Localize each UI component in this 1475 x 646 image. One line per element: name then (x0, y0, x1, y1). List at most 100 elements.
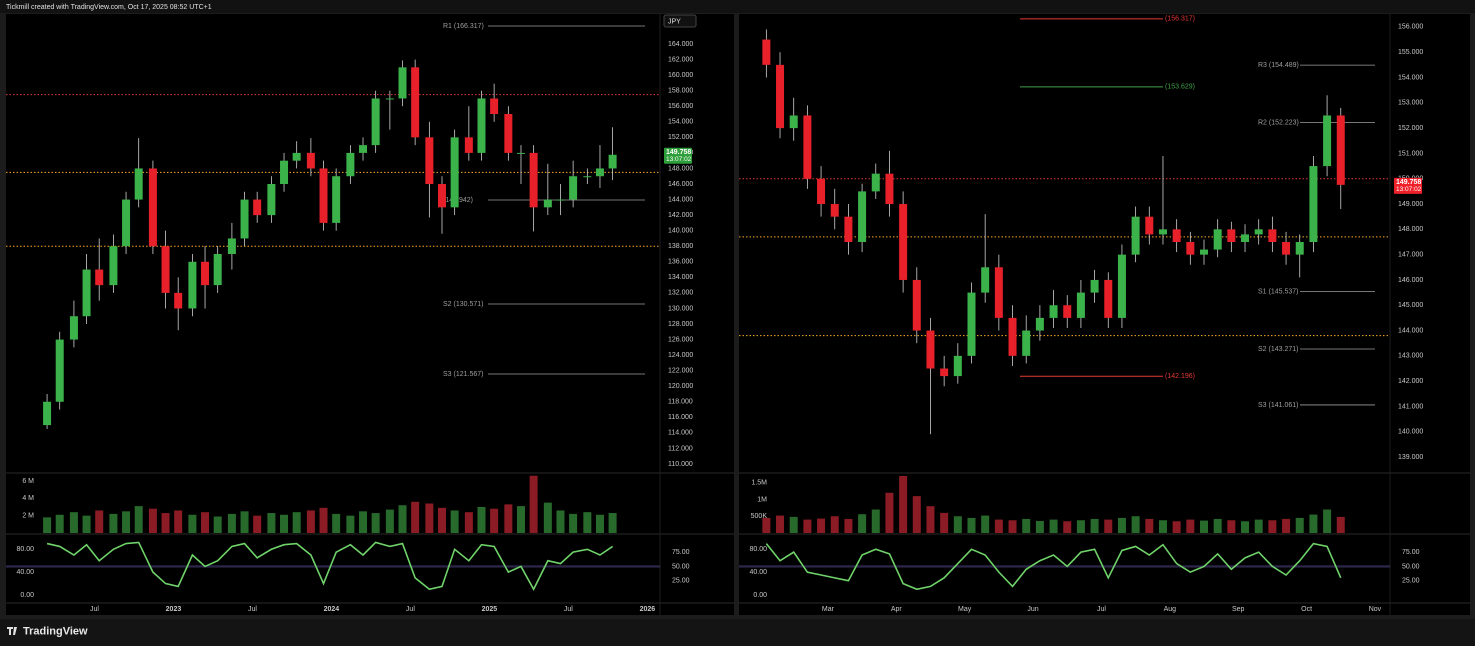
candle-body (109, 246, 118, 286)
x-tick-label: Nov (1369, 606, 1382, 613)
volume-bar (425, 503, 434, 533)
volume-bar (1213, 518, 1222, 533)
candle-body (174, 292, 183, 309)
pivot-label: R2 (152.223) (1258, 119, 1299, 126)
candle-body (844, 216, 853, 242)
x-tick-label: Jul (564, 606, 573, 613)
candle-body (1268, 229, 1277, 242)
volume-bar (332, 513, 341, 533)
volume-tick-label: 1.5M (751, 480, 767, 487)
candle-body (940, 368, 949, 377)
x-tick-label: 2026 (640, 606, 656, 613)
y-tick-label: 141.000 (1398, 403, 1423, 410)
candle-body (803, 115, 812, 179)
pivot-label: S3 (121.567) (443, 371, 483, 378)
candle-body (516, 152, 525, 154)
candle-body (227, 238, 236, 255)
candle-body (306, 152, 315, 169)
volume-bar (844, 518, 853, 533)
pivot-label: R3 (154.489) (1258, 62, 1299, 69)
candle-body (981, 267, 990, 293)
y-tick-label: 148.000 (668, 165, 693, 172)
currency-box (663, 14, 697, 28)
volume-bar (161, 513, 170, 533)
candle-body (1022, 330, 1031, 356)
candle-body (69, 316, 78, 340)
y-tick-label: 145.000 (1398, 302, 1423, 309)
candle-body (543, 199, 552, 208)
candle-body (994, 267, 1003, 318)
header-bar (0, 0, 1475, 13)
x-tick-label: Sep (1232, 606, 1245, 613)
oscillator-tick-label: 0.00 (753, 592, 767, 599)
candle-body (1186, 241, 1195, 255)
volume-bar (967, 517, 976, 533)
candle-body (95, 269, 104, 286)
candle-body (1145, 216, 1154, 235)
candle-body (1336, 115, 1345, 185)
candle-body (1104, 279, 1113, 318)
footer-brand: TradingView (23, 625, 88, 637)
y-tick-label: 164.000 (668, 41, 693, 48)
volume-bar (253, 515, 262, 533)
candle-body (1090, 279, 1099, 293)
countdown: 13:07:02 (666, 156, 692, 163)
candle-body (1323, 115, 1332, 167)
volume-bar (490, 508, 499, 533)
y-tick-label: 146.000 (1398, 277, 1423, 284)
volume-tick-label: 4 M (22, 495, 34, 502)
x-tick-label: 2023 (166, 606, 182, 613)
x-tick-label: May (958, 606, 972, 613)
volume-bar (1117, 517, 1126, 533)
volume-bar (504, 504, 513, 533)
candle-body (134, 168, 143, 200)
candle-body (425, 137, 434, 185)
last-price-box (1394, 177, 1422, 194)
volume-bar (385, 509, 394, 533)
volume-bar (858, 514, 867, 533)
y-tick-label: 120.000 (668, 383, 693, 390)
volume-bar (174, 510, 183, 533)
y-tick-label: 118.000 (668, 399, 693, 406)
candle-body (1295, 241, 1304, 255)
oscillator-y2-tick-label: 25.00 (1402, 578, 1420, 585)
volume-bar (830, 516, 839, 533)
volume-tick-label: 1M (757, 496, 767, 503)
volume-bar (1200, 520, 1208, 533)
volume-bar (398, 505, 407, 533)
volume-bar (1049, 519, 1058, 533)
candle-body (188, 261, 197, 309)
volume-bar (583, 512, 592, 533)
volume-bar (1022, 518, 1031, 533)
candle-body (569, 176, 578, 200)
volume-bar (885, 492, 894, 533)
candle-body (1076, 292, 1085, 318)
candle-body (608, 154, 617, 169)
y-tick-label: 114.000 (668, 430, 693, 437)
candle-body (292, 152, 301, 161)
candle-body (253, 199, 262, 216)
candle-body (953, 355, 962, 377)
volume-bar (1323, 509, 1332, 533)
header-text: Tickmill created with TradingView.com, O… (6, 4, 212, 11)
candle-body (438, 184, 446, 208)
candle-body (346, 152, 355, 177)
volume-bar (227, 513, 236, 533)
x-tick-label: Aug (1164, 606, 1177, 613)
x-tick-label: Mar (822, 606, 835, 613)
candle-body (830, 204, 839, 217)
candle-body (55, 339, 64, 402)
candle-body (912, 279, 921, 331)
y-tick-label: 152.000 (668, 134, 693, 141)
oscillator-midband (6, 565, 660, 568)
volume-bar (1172, 521, 1181, 533)
volume-bar (213, 516, 222, 533)
candle-body (201, 261, 210, 286)
oscillator-tick-label: 40.00 (16, 569, 34, 576)
oscillator-tick-label: 80.00 (749, 546, 767, 553)
y-tick-label: 140.000 (668, 228, 693, 235)
candle-body (359, 145, 368, 153)
volume-bar (95, 510, 104, 533)
volume-bar (1227, 520, 1236, 533)
oscillator-tick-label: 0.00 (20, 592, 34, 599)
